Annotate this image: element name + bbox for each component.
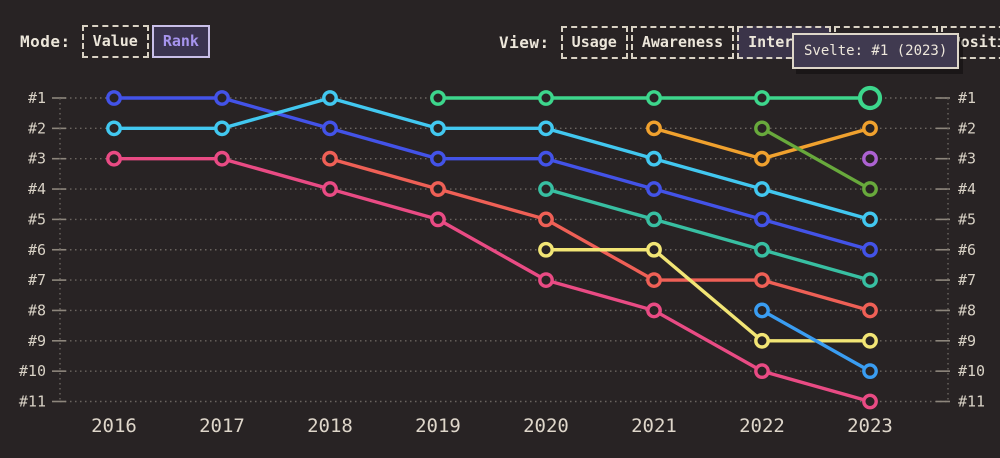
data-point-marker-pink[interactable] bbox=[754, 363, 770, 380]
data-point-marker-royal-blue[interactable] bbox=[538, 150, 554, 167]
data-point-marker-coral[interactable] bbox=[754, 272, 770, 288]
y-axis-label-left: #11 bbox=[19, 393, 46, 411]
x-axis-label: 2017 bbox=[199, 415, 245, 437]
y-axis-label-right: #1 bbox=[958, 89, 976, 107]
data-point-marker-cyan[interactable] bbox=[214, 120, 230, 137]
data-point-marker-orange[interactable] bbox=[754, 150, 770, 167]
data-point-marker-cyan[interactable] bbox=[430, 120, 446, 137]
data-point-marker-yellow[interactable] bbox=[646, 241, 662, 258]
data-point-marker-azure[interactable] bbox=[754, 302, 770, 319]
data-point-marker-pink[interactable] bbox=[430, 211, 446, 228]
view-label: View: bbox=[499, 33, 550, 52]
y-axis-label-right: #4 bbox=[958, 180, 976, 198]
x-axis-label: 2018 bbox=[307, 415, 353, 437]
y-axis-label-left: #1 bbox=[28, 89, 46, 107]
y-axis-label-left: #9 bbox=[28, 332, 46, 350]
data-point-marker-royal-blue[interactable] bbox=[754, 211, 770, 228]
x-axis-label: 2016 bbox=[91, 415, 137, 437]
data-point-marker-pink[interactable] bbox=[538, 272, 554, 288]
data-point-marker-royal-blue[interactable] bbox=[430, 150, 446, 167]
view-option-usage[interactable]: Usage bbox=[560, 26, 628, 59]
y-axis-label-right: #11 bbox=[958, 393, 985, 411]
data-point-marker-royal-blue[interactable] bbox=[646, 181, 662, 197]
data-point-marker-Svelte[interactable] bbox=[538, 90, 554, 106]
data-point-marker-cyan[interactable] bbox=[106, 120, 122, 137]
data-point-marker-orange[interactable] bbox=[646, 120, 662, 137]
data-point-marker-pink[interactable] bbox=[106, 150, 122, 167]
y-axis-label-right: #7 bbox=[958, 271, 976, 289]
y-axis-label-left: #6 bbox=[28, 241, 46, 259]
data-point-marker-cyan[interactable] bbox=[322, 90, 338, 106]
hover-tooltip: Svelte: #1 (2023) bbox=[792, 33, 960, 69]
data-point-marker-lime[interactable] bbox=[862, 181, 878, 197]
series-line-royal-blue bbox=[112, 96, 872, 252]
y-axis-label-right: #6 bbox=[958, 241, 976, 259]
data-point-marker-royal-blue[interactable] bbox=[106, 90, 122, 106]
y-axis-label-right: #9 bbox=[958, 332, 976, 350]
data-point-marker-cyan[interactable] bbox=[538, 120, 554, 137]
series-line-coral bbox=[328, 156, 872, 313]
y-axis-label-right: #2 bbox=[958, 119, 976, 137]
series-line-azure bbox=[760, 308, 872, 373]
data-point-marker-yellow[interactable] bbox=[862, 332, 878, 349]
y-axis-label-left: #2 bbox=[28, 119, 46, 137]
y-axis-label-left: #3 bbox=[28, 150, 46, 168]
data-point-marker-coral[interactable] bbox=[538, 211, 554, 228]
data-point-marker-cyan[interactable] bbox=[862, 211, 878, 228]
y-axis-label-left: #8 bbox=[28, 301, 46, 319]
emphasized-data-point-marker[interactable] bbox=[857, 85, 883, 111]
data-point-marker-pink[interactable] bbox=[214, 150, 230, 167]
data-point-marker-lime[interactable] bbox=[754, 120, 770, 137]
data-point-marker-teal[interactable] bbox=[862, 272, 878, 288]
mode-option-value[interactable]: Value bbox=[81, 25, 149, 58]
data-point-marker-coral[interactable] bbox=[862, 302, 878, 319]
series-line-teal bbox=[544, 187, 872, 282]
data-point-marker-royal-blue[interactable] bbox=[322, 120, 338, 137]
data-point-marker-orange[interactable] bbox=[862, 120, 878, 137]
x-axis-label: 2019 bbox=[415, 415, 461, 437]
y-axis-label-left: #5 bbox=[28, 210, 46, 228]
data-point-marker-yellow[interactable] bbox=[538, 241, 554, 258]
data-point-marker-Svelte[interactable] bbox=[754, 90, 770, 106]
data-point-marker-teal[interactable] bbox=[754, 241, 770, 258]
x-axis-label: 2021 bbox=[631, 415, 677, 437]
data-point-marker-teal[interactable] bbox=[646, 211, 662, 228]
data-point-marker-coral[interactable] bbox=[430, 181, 446, 197]
data-point-marker-Svelte[interactable] bbox=[430, 90, 446, 106]
y-axis-label-right: #8 bbox=[958, 301, 976, 319]
data-point-marker-cyan[interactable] bbox=[754, 181, 770, 197]
data-point-marker-teal[interactable] bbox=[538, 181, 554, 197]
series-line-lime bbox=[760, 126, 872, 191]
x-axis-label: 2022 bbox=[739, 415, 785, 437]
view-option-awareness[interactable]: Awareness bbox=[630, 26, 735, 59]
data-point-marker-yellow[interactable] bbox=[754, 332, 770, 349]
x-axis-label: 2020 bbox=[523, 415, 569, 437]
data-point-marker-purple[interactable] bbox=[862, 150, 878, 167]
series-line-pink bbox=[112, 156, 872, 404]
mode-label: Mode: bbox=[20, 32, 71, 51]
data-point-marker-pink[interactable] bbox=[862, 393, 878, 410]
data-point-marker-azure[interactable] bbox=[862, 363, 878, 380]
data-point-marker-coral[interactable] bbox=[646, 272, 662, 288]
data-point-marker-cyan[interactable] bbox=[646, 150, 662, 167]
y-axis-label-right: #5 bbox=[958, 210, 976, 228]
data-point-marker-pink[interactable] bbox=[646, 302, 662, 319]
x-axis-label: 2023 bbox=[847, 415, 893, 437]
data-point-marker-pink[interactable] bbox=[322, 181, 338, 197]
mode-option-rank[interactable]: Rank bbox=[151, 25, 210, 58]
y-axis-label-right: #10 bbox=[958, 362, 985, 380]
data-point-marker-Svelte[interactable] bbox=[646, 90, 662, 106]
y-axis-label-right: #3 bbox=[958, 150, 976, 168]
mode-control-group: Mode: Value Rank bbox=[20, 25, 213, 58]
series-line-cyan bbox=[112, 96, 872, 222]
data-point-marker-royal-blue[interactable] bbox=[214, 90, 230, 106]
data-point-marker-coral[interactable] bbox=[322, 150, 338, 167]
y-axis-label-left: #4 bbox=[28, 180, 46, 198]
y-axis-label-left: #10 bbox=[19, 362, 46, 380]
y-axis-label-left: #7 bbox=[28, 271, 46, 289]
data-point-marker-royal-blue[interactable] bbox=[862, 241, 878, 258]
